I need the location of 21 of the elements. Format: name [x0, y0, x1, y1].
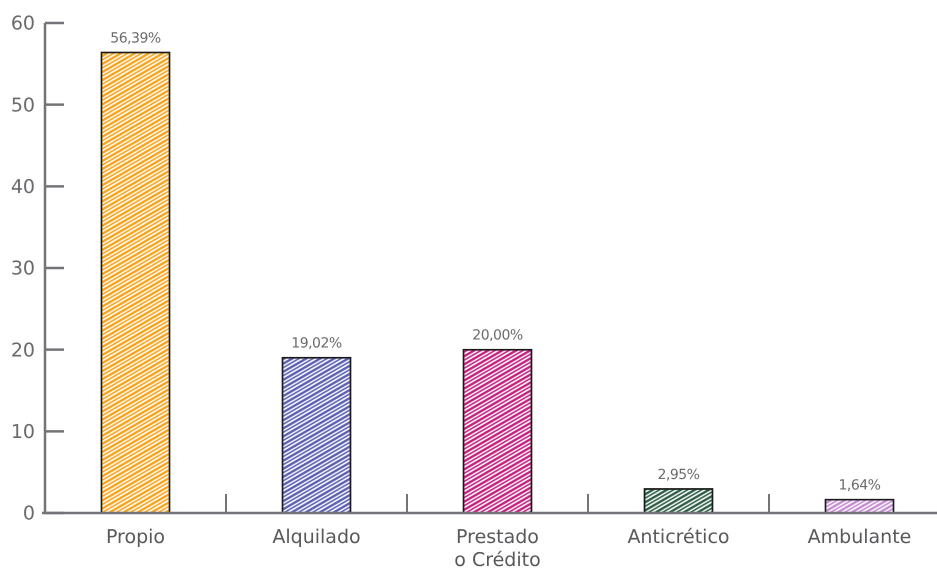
x-tick-label: Alquilado — [272, 526, 361, 548]
y-tick-label: 10 — [10, 420, 35, 443]
x-tick-label: Prestado o Crédito — [454, 526, 541, 571]
x-tick-label: Propio — [106, 526, 166, 548]
bar — [644, 488, 714, 514]
x-tick-label: Anticrético — [627, 526, 730, 548]
data-label: 56,39% — [110, 30, 161, 46]
y-tick-label: 30 — [10, 258, 35, 280]
data-label: 2,95% — [658, 466, 700, 483]
bar — [100, 52, 170, 514]
y-tick-label: 0 — [22, 502, 35, 525]
y-tick-label: 20 — [10, 339, 35, 362]
data-label: 20,00% — [472, 328, 523, 344]
y-tick-label: 60 — [10, 12, 35, 35]
data-label: 19,02% — [291, 336, 342, 352]
x-tick-label: Ambulante — [808, 526, 912, 548]
bar — [462, 348, 532, 514]
y-tick-label: 40 — [10, 176, 35, 198]
data-label: 1,64% — [838, 478, 881, 494]
y-tick-label: 50 — [10, 94, 35, 116]
bar — [282, 356, 352, 514]
